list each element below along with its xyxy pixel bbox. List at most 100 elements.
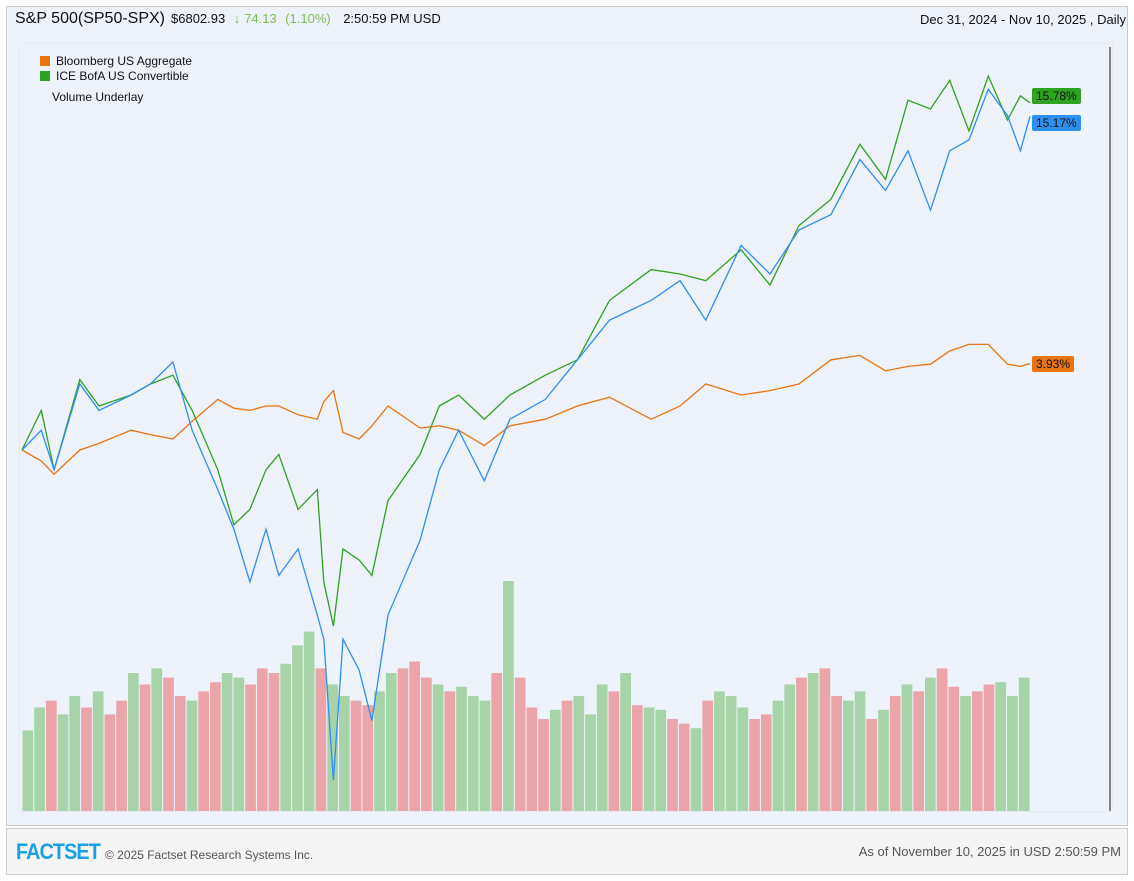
factset-logo: FACTSET <box>16 839 101 864</box>
volume-bar <box>925 677 936 811</box>
volume-bar <box>432 684 444 811</box>
legend-item-bloomberg[interactable]: Bloomberg US Aggregate <box>40 54 192 69</box>
volume-bar <box>995 682 1007 811</box>
series-line[interactable] <box>21 87 1031 781</box>
copyright: © 2025 Factset Research Systems Inc. <box>105 848 314 862</box>
volume-bar <box>186 700 198 811</box>
volume-bar <box>45 700 57 811</box>
volume-bar <box>878 709 889 811</box>
volume-bar <box>631 705 643 811</box>
volume-bar <box>596 684 608 811</box>
volume-bar <box>643 707 655 811</box>
volume-bar <box>139 684 151 811</box>
date-range[interactable]: Dec 31, 2024 - Nov 10, 2025 , Daily <box>920 12 1126 27</box>
volume-bar <box>514 677 526 811</box>
legend: Bloomberg US Aggregate ICE BofA US Conve… <box>40 54 192 84</box>
chart-header: S&P 500(SP50-SPX) $6802.93 ↓ 74.13 (1.10%)… <box>15 10 441 28</box>
volume-bar <box>678 723 690 811</box>
volume-bar <box>22 730 34 811</box>
volume-bar <box>960 696 971 811</box>
legend-item-ice[interactable]: ICE BofA US Convertible <box>40 69 192 84</box>
legend-swatch <box>40 71 50 81</box>
volume-bar <box>327 684 338 811</box>
series-end-label: 3.93% <box>1032 355 1075 372</box>
volume-bar <box>198 691 210 811</box>
volume-bar <box>526 707 538 811</box>
volume-bar <box>702 700 714 811</box>
volume-bar <box>831 696 842 811</box>
volume-bar <box>901 684 913 811</box>
volume-bar <box>116 700 127 811</box>
volume-bar <box>385 673 397 811</box>
legend-label: ICE BofA US Convertible <box>56 69 189 83</box>
volume-bar <box>538 719 549 811</box>
volume-bar <box>174 696 186 811</box>
volume-bar <box>842 700 854 811</box>
volume-bar <box>163 677 174 811</box>
volume-bar <box>256 668 268 811</box>
volume-bar <box>34 707 45 811</box>
volume-bar <box>374 691 385 811</box>
volume-bar <box>456 686 467 811</box>
volume-bar <box>92 691 104 811</box>
volume-bar <box>760 714 772 811</box>
volume-bar <box>397 668 409 811</box>
chart-svg <box>21 47 1111 811</box>
volume-bar <box>725 696 737 811</box>
volume-bar <box>409 661 421 811</box>
volume-underlay-label[interactable]: Volume Underlay <box>52 90 144 104</box>
series-end-label: 15.17% <box>1032 115 1081 132</box>
volume-bar <box>561 700 573 811</box>
volume-bar <box>585 714 596 811</box>
series-line[interactable] <box>21 343 1031 476</box>
volume-bar <box>620 673 631 811</box>
volume-bar <box>913 691 925 811</box>
volume-bar <box>866 719 878 811</box>
volume-bar <box>690 728 702 811</box>
arrow-down-icon: ↓ <box>233 11 241 26</box>
volume-bar <box>421 677 432 811</box>
volume-bar <box>749 719 760 811</box>
volume-bar <box>784 684 796 811</box>
volume-bar <box>854 691 866 811</box>
footer: FACTSET © 2025 Factset Research Systems … <box>6 828 1128 875</box>
volume-bar <box>608 691 620 811</box>
volume-bar <box>303 631 315 811</box>
volume-bar <box>444 691 456 811</box>
volume-bar <box>549 709 561 811</box>
volume-bar <box>233 677 245 811</box>
volume-bar <box>948 686 960 811</box>
volume-bar <box>338 696 350 811</box>
volume-bar <box>104 714 116 811</box>
security-title: S&P 500(SP50-SPX) <box>15 10 166 27</box>
volume-bar <box>210 682 221 811</box>
volume-bar <box>819 668 831 811</box>
volume-bar <box>714 691 725 811</box>
volume-bar <box>655 709 667 811</box>
legend-label: Bloomberg US Aggregate <box>56 54 193 68</box>
volume-bar <box>245 684 256 811</box>
volume-bar <box>69 696 81 811</box>
volume-bar <box>573 696 585 811</box>
volume-bar <box>221 673 233 811</box>
volume-bar <box>1018 677 1030 811</box>
volume-bar <box>292 645 303 811</box>
price: $6802.93 <box>171 11 226 26</box>
volume-bar <box>737 707 749 811</box>
change: 74.13 <box>244 11 277 26</box>
volume-bar <box>667 719 678 811</box>
quote-time: 2:50:59 PM USD <box>343 11 441 26</box>
volume-bar <box>796 677 807 811</box>
volume-bar <box>479 700 491 811</box>
volume-bar <box>127 673 139 811</box>
volume-bar <box>81 707 92 811</box>
volume-bar <box>503 581 514 811</box>
volume-bar <box>772 700 784 811</box>
volume-bar <box>936 668 948 811</box>
change-pct: (1.10%) <box>285 11 331 26</box>
volume-bar <box>151 668 163 811</box>
series-line[interactable] <box>21 74 1031 627</box>
volume-bar <box>280 663 292 811</box>
volume-bar <box>491 673 503 811</box>
volume-bar <box>807 673 819 811</box>
